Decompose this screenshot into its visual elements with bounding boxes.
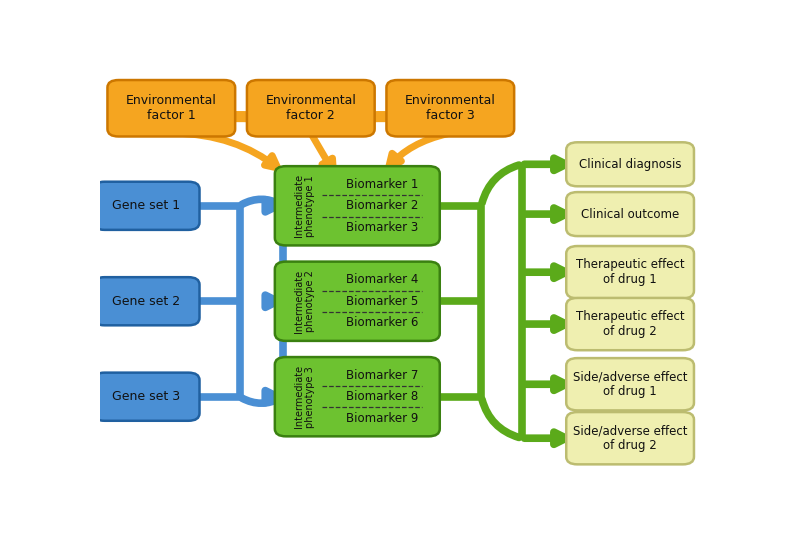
Text: Gene set 1: Gene set 1 <box>113 199 181 212</box>
Text: Biomarker 8: Biomarker 8 <box>346 390 418 403</box>
FancyBboxPatch shape <box>386 80 514 136</box>
FancyBboxPatch shape <box>94 182 199 230</box>
Text: Biomarker 5: Biomarker 5 <box>346 295 418 308</box>
Text: Intermediate
phenotype 3: Intermediate phenotype 3 <box>294 365 315 429</box>
Text: Clinical outcome: Clinical outcome <box>581 208 679 220</box>
Text: Environmental
factor 3: Environmental factor 3 <box>405 94 496 122</box>
Text: Intermediate
phenotype 2: Intermediate phenotype 2 <box>294 270 315 333</box>
FancyBboxPatch shape <box>275 166 440 245</box>
Text: Biomarker 3: Biomarker 3 <box>346 221 418 234</box>
Text: Side/adverse effect
of drug 2: Side/adverse effect of drug 2 <box>573 424 687 452</box>
Text: Side/adverse effect
of drug 1: Side/adverse effect of drug 1 <box>573 370 687 398</box>
Text: Therapeutic effect
of drug 2: Therapeutic effect of drug 2 <box>576 310 685 338</box>
Text: Therapeutic effect
of drug 1: Therapeutic effect of drug 1 <box>576 258 685 286</box>
Text: Gene set 2: Gene set 2 <box>113 295 181 308</box>
FancyBboxPatch shape <box>566 358 694 410</box>
FancyBboxPatch shape <box>566 142 694 186</box>
Text: Gene set 3: Gene set 3 <box>113 390 181 403</box>
Text: Clinical diagnosis: Clinical diagnosis <box>579 158 682 171</box>
Text: Biomarker 2: Biomarker 2 <box>346 199 418 212</box>
FancyBboxPatch shape <box>94 277 199 326</box>
Text: Biomarker 9: Biomarker 9 <box>346 412 418 425</box>
Text: Biomarker 4: Biomarker 4 <box>346 273 418 286</box>
FancyBboxPatch shape <box>247 80 374 136</box>
Text: Environmental
factor 2: Environmental factor 2 <box>266 94 356 122</box>
FancyBboxPatch shape <box>275 357 440 437</box>
Text: Environmental
factor 1: Environmental factor 1 <box>126 94 217 122</box>
Text: Biomarker 7: Biomarker 7 <box>346 369 418 382</box>
FancyBboxPatch shape <box>94 372 199 421</box>
Text: Biomarker 6: Biomarker 6 <box>346 316 418 329</box>
Text: Biomarker 1: Biomarker 1 <box>346 178 418 191</box>
FancyBboxPatch shape <box>275 261 440 341</box>
FancyBboxPatch shape <box>107 80 235 136</box>
FancyBboxPatch shape <box>566 192 694 236</box>
FancyBboxPatch shape <box>566 412 694 465</box>
FancyBboxPatch shape <box>566 246 694 299</box>
Text: Intermediate
phenotype 1: Intermediate phenotype 1 <box>294 174 315 237</box>
FancyBboxPatch shape <box>566 298 694 350</box>
